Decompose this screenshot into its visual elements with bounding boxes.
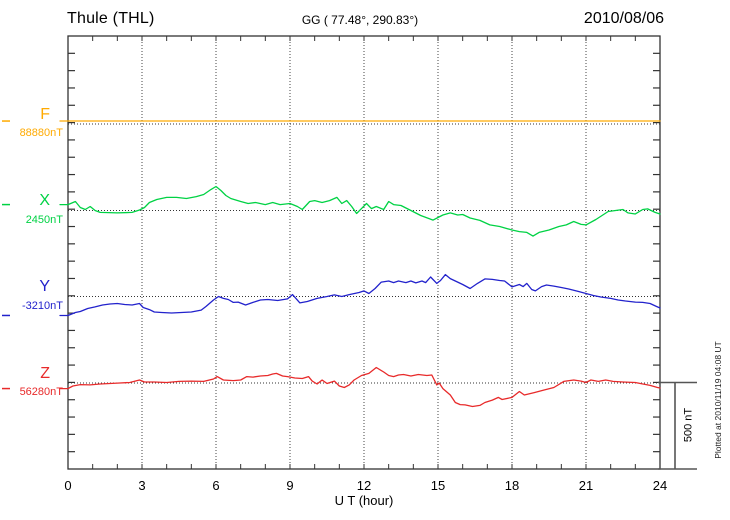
channel-baseline-value-z: 56280nT [19, 386, 63, 398]
svg-text:3: 3 [138, 478, 145, 493]
channel-baseline-value-f: 88880nT [19, 127, 63, 139]
channel-label-x: X [39, 192, 50, 209]
channel-baseline-value-y: -3210nT [22, 300, 63, 312]
geographic-coordinates: GG ( 77.48°, 290.83°) [301, 13, 419, 27]
channel-label-y: Y [39, 278, 50, 295]
plotted-at-note: Plotted at 2010/11/19 04:08 UT [713, 341, 723, 459]
channel-label-f: F [40, 106, 50, 123]
svg-text:24: 24 [653, 478, 667, 493]
svg-text:18: 18 [505, 478, 519, 493]
svg-text:0: 0 [64, 478, 71, 493]
scale-bar-label: 500 nT [682, 407, 695, 443]
station-title: Thule (THL) [67, 10, 155, 27]
x-axis-label: U T (hour) [334, 493, 394, 508]
svg-text:6: 6 [212, 478, 219, 493]
svg-text:12: 12 [357, 478, 371, 493]
svg-text:9: 9 [286, 478, 293, 493]
channel-label-z: Z [40, 365, 50, 382]
observation-date: 2010/08/06 [583, 10, 664, 27]
svg-text:15: 15 [431, 478, 445, 493]
channel-baseline-value-x: 2450nT [25, 214, 63, 226]
svg-text:21: 21 [579, 478, 593, 493]
